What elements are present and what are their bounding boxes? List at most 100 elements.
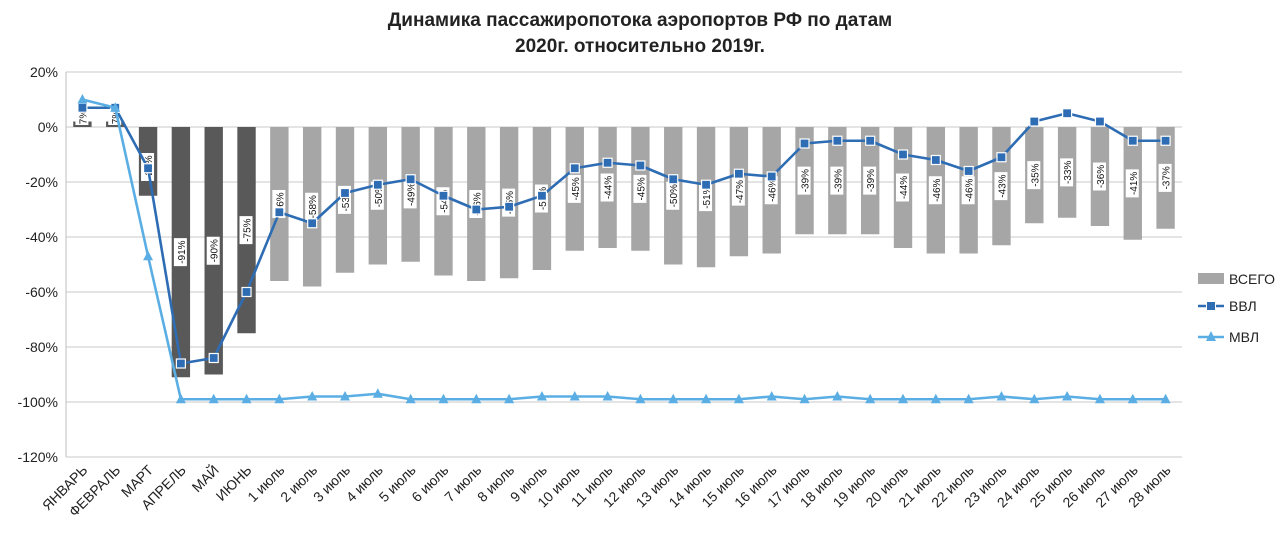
point-marker <box>1029 116 1040 127</box>
point-marker <box>504 201 515 212</box>
data-label-text: -56% <box>472 192 483 215</box>
data-label-text: -35% <box>1030 163 1041 186</box>
point-marker <box>930 393 941 404</box>
point-marker <box>241 393 252 404</box>
point-marker <box>635 160 646 171</box>
bar-data-label: -58% <box>305 192 319 221</box>
point-marker <box>832 391 843 401</box>
bar-data-label: -46% <box>764 176 779 205</box>
point-marker <box>602 157 613 168</box>
bar-data-label: -47% <box>731 177 746 206</box>
bar-data-label: -36% <box>1092 162 1107 191</box>
point-marker <box>175 393 186 404</box>
point-marker <box>865 135 876 146</box>
y-tick-label: -120% <box>18 449 58 465</box>
data-label-box <box>600 173 614 202</box>
point-marker <box>668 393 679 404</box>
data-label-box <box>239 216 253 245</box>
data-label-box <box>75 109 89 125</box>
point-marker <box>536 190 548 201</box>
bar-data-label: -75% <box>239 216 254 245</box>
point-marker <box>274 207 285 218</box>
point-marker <box>504 393 515 404</box>
bar-data-label: -44% <box>600 173 615 202</box>
data-label-box <box>1027 161 1041 190</box>
bar-data-label: -35% <box>1027 161 1041 190</box>
point-marker <box>1160 135 1171 146</box>
legend-label: ВСЕГО <box>1229 271 1275 287</box>
bar-data-label: -45% <box>567 174 582 203</box>
data-label-box <box>830 166 844 195</box>
data-label-box <box>206 236 220 265</box>
data-label-box <box>961 176 975 205</box>
point-marker <box>930 154 941 166</box>
point-marker <box>471 204 482 215</box>
data-label-box <box>699 183 713 212</box>
legend-label: МВЛ <box>1229 329 1259 345</box>
point-marker <box>865 393 876 404</box>
data-label-box <box>764 176 778 205</box>
data-label-text: -37% <box>1162 166 1173 189</box>
chart-title-line-2: 2020г. относительно 2019г. <box>515 36 765 57</box>
data-label-text: -46% <box>932 178 943 201</box>
data-label-text: -53% <box>341 188 352 211</box>
data-label-text: -33% <box>1063 161 1074 184</box>
data-label-box <box>863 166 877 195</box>
series-line <box>82 98 1166 401</box>
point-marker <box>996 152 1007 163</box>
y-tick-label: -100% <box>18 394 58 410</box>
point-marker <box>307 391 318 401</box>
data-label-box <box>797 166 811 195</box>
point-marker <box>832 135 843 146</box>
data-label-text: -51% <box>702 185 713 208</box>
point-marker <box>274 393 285 404</box>
data-label-box <box>666 181 680 210</box>
bar-data-label: -37% <box>1158 163 1173 192</box>
point-marker <box>963 393 974 404</box>
data-label-box <box>731 177 745 206</box>
bar-data-label: -46% <box>961 176 976 205</box>
point-marker <box>340 391 350 401</box>
data-label-text: -44% <box>899 176 910 199</box>
point-marker <box>996 391 1007 401</box>
point-marker <box>733 168 744 179</box>
y-axis-tick-labels: 20% 0% -20% -40% -60% -80% -100% -120% <box>18 64 58 465</box>
point-marker <box>701 393 712 404</box>
point-marker <box>175 358 186 369</box>
bar-data-label: -43% <box>994 172 1008 201</box>
data-label-text: 7% <box>78 110 89 125</box>
y-tick-label: -60% <box>25 284 58 300</box>
bar-data-label: -39% <box>797 166 812 195</box>
point-marker <box>1029 393 1040 404</box>
bar-data-label: -90% <box>206 236 221 265</box>
bar-data-label: -49% <box>403 180 418 209</box>
data-label-text: -43% <box>997 174 1008 197</box>
bar-data-label: -41% <box>1125 169 1140 198</box>
point-marker <box>536 391 547 401</box>
bar-data-label: -44% <box>896 173 910 202</box>
point-marker <box>766 391 777 401</box>
data-label-text: -39% <box>801 169 812 192</box>
chart-title: Динамика пассажиропотока аэропортов РФ п… <box>0 8 1280 60</box>
point-marker <box>307 218 318 229</box>
data-label-text: -50% <box>669 184 680 207</box>
point-marker <box>1062 391 1073 401</box>
y-tick-label: 20% <box>30 64 58 80</box>
point-marker <box>143 250 154 261</box>
chart-title-line-1: Динамика пассажиропотока аэропортов РФ п… <box>387 10 893 31</box>
point-marker <box>668 174 679 185</box>
series-line <box>82 106 1166 365</box>
data-label-box <box>403 180 417 209</box>
bar-data-label: -91% <box>173 238 188 267</box>
legend-label: ВВЛ <box>1229 298 1257 314</box>
bar-data-label: -39% <box>830 166 844 195</box>
data-label-box <box>1092 162 1106 191</box>
data-label-text: -46% <box>965 178 976 201</box>
point-marker <box>77 94 88 104</box>
point-marker <box>1094 393 1105 404</box>
data-label-box <box>928 176 942 205</box>
data-label-box <box>1158 163 1172 192</box>
data-label-box <box>173 238 187 267</box>
data-label-text: -45% <box>636 177 647 200</box>
